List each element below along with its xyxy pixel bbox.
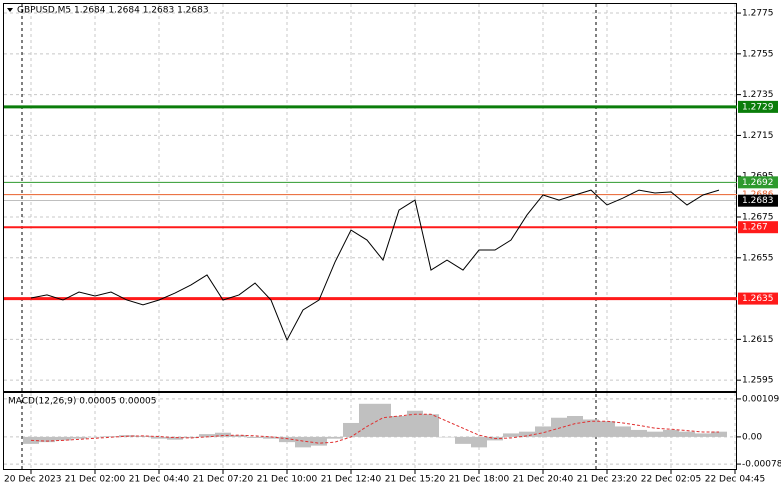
level-label-box (738, 176, 778, 189)
price-line (30, 189, 720, 342)
y-tick-label: 1.2655 (742, 253, 774, 263)
y-tick-label: 1.2615 (742, 335, 774, 345)
macd-bar (423, 414, 439, 437)
macd-bar (615, 426, 631, 437)
macd-title: MACD(12,26,9) 0.00005 0.00005 (8, 397, 157, 407)
macd-bar (519, 431, 535, 437)
x-tick-label: 21 Dec 02:00 (65, 475, 126, 485)
macd-bar (215, 432, 231, 437)
level-label: 1.2729 (742, 102, 774, 112)
macd-bar (55, 436, 71, 441)
y-tick-label: 1.2715 (742, 131, 774, 141)
macd-bar (551, 417, 567, 437)
macd-bar (583, 419, 599, 437)
macd-bar (391, 415, 407, 437)
y-tick-label: 1.2595 (742, 376, 774, 386)
level-label: 1.2635 (742, 294, 774, 304)
y-tick-label: -0.00078 (742, 460, 781, 470)
macd-bar (135, 435, 151, 437)
macd-bar (295, 436, 311, 448)
level-label: 1.2692 (742, 178, 774, 188)
macd-bar (567, 415, 583, 437)
y-tick-label: 1.2675 (742, 213, 774, 223)
macd-bar (439, 436, 455, 438)
macd-bar (695, 433, 711, 437)
macd-bar (631, 429, 647, 437)
macd-pane-frame (3, 392, 737, 470)
y-tick-label: 0.00109 (742, 394, 779, 404)
macd-bar (71, 436, 87, 439)
signal-line (30, 413, 719, 444)
chart-title: GBPUSD,M5 1.2684 1.2684 1.2683 1.2683 (17, 6, 209, 16)
macd-bar (343, 422, 359, 437)
macd-bar (183, 436, 199, 438)
macd-bar (167, 436, 183, 440)
x-tick-label: 21 Dec 10:00 (257, 475, 318, 485)
macd-bar (151, 436, 167, 439)
macd-bar (647, 431, 663, 437)
dropdown-icon (7, 8, 13, 12)
macd-bar (375, 403, 391, 437)
macd-bar (663, 429, 679, 437)
macd-bar (39, 436, 55, 443)
x-tick-label: 22 Dec 02:05 (641, 475, 702, 485)
level-label: 1.2683 (742, 196, 774, 206)
y-tick-label: 0.00 (742, 432, 762, 442)
macd-bar (311, 436, 327, 446)
level-label-box (738, 100, 778, 113)
level-label: 1.267 (742, 223, 768, 233)
macd-bar (199, 434, 215, 437)
x-tick-label: 21 Dec 23:20 (577, 475, 638, 485)
macd-bar (87, 436, 103, 438)
x-tick-label: 21 Dec 07:20 (193, 475, 254, 485)
x-tick-label: 21 Dec 04:40 (129, 475, 190, 485)
macd-bar (455, 436, 471, 444)
level-label-box (738, 221, 778, 234)
macd-bar (263, 436, 279, 439)
macd-bar (535, 426, 551, 437)
y-tick-label: 1.2775 (742, 9, 774, 19)
x-tick-label: 21 Dec 20:40 (513, 475, 574, 485)
macd-bar (407, 410, 423, 437)
x-tick-label: 21 Dec 18:00 (449, 475, 510, 485)
level-label-box (738, 292, 778, 305)
macd-bar (327, 436, 343, 439)
price-pane-frame (3, 3, 737, 392)
y-tick-label: 1.2735 (742, 90, 774, 100)
macd-bar (471, 436, 487, 448)
macd-bar (103, 436, 119, 437)
macd-bar (711, 431, 727, 437)
x-tick-label: 21 Dec 15:20 (385, 475, 446, 485)
level-label-box (738, 194, 778, 207)
macd-bar (599, 421, 615, 437)
macd-bar (359, 403, 375, 437)
x-tick-label: 22 Dec 04:45 (705, 475, 766, 485)
macd-bar (679, 431, 695, 437)
y-tick-label: 1.2755 (742, 49, 774, 59)
x-tick-label: 21 Dec 12:40 (321, 475, 382, 485)
x-tick-label: 20 Dec 2023 (4, 475, 62, 485)
macd-bar (231, 435, 247, 437)
macd-bar (503, 433, 519, 437)
macd-bar (247, 436, 263, 438)
macd-bar (279, 436, 295, 443)
